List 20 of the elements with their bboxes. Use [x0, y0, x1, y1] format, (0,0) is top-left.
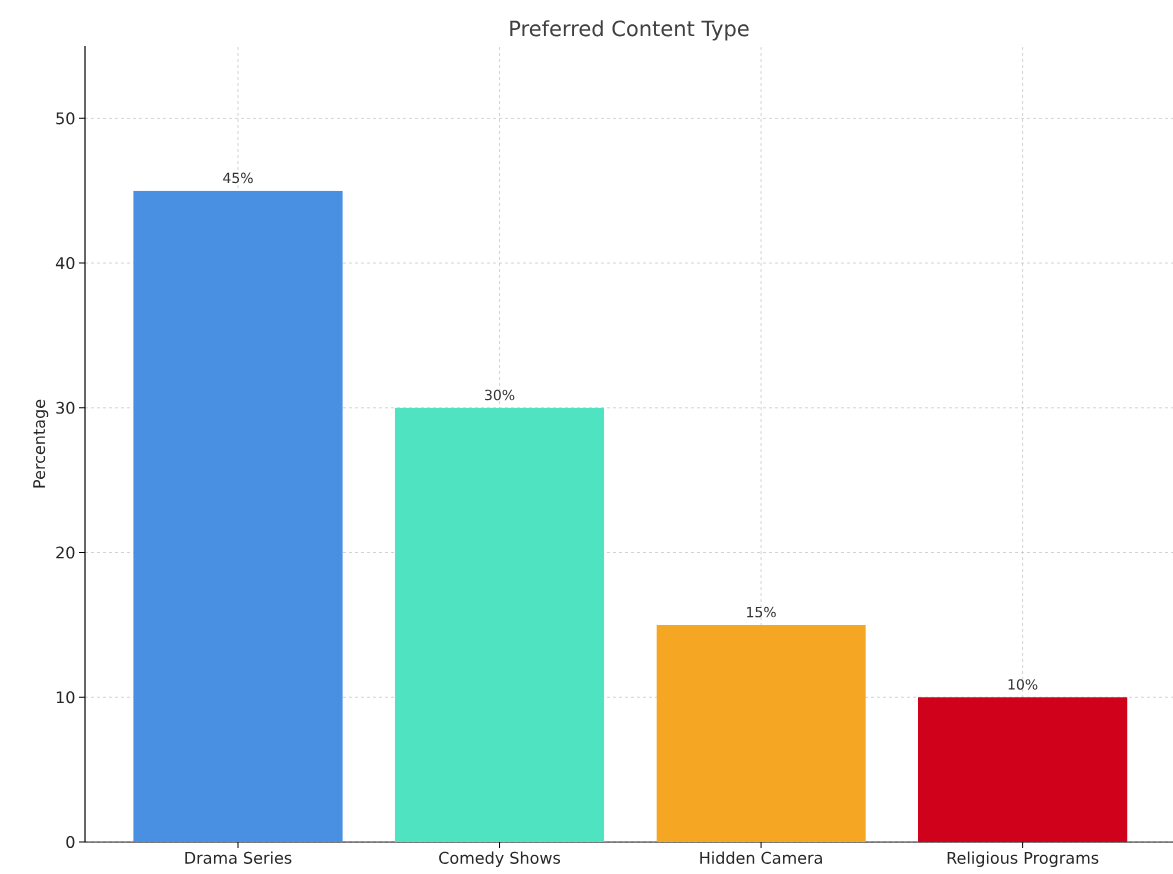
chart-title: Preferred Content Type	[510, 20, 749, 41]
y-tick-label: 50	[56, 112, 75, 125]
data-label: 45%	[223, 172, 253, 184]
bar	[394, 407, 605, 842]
y-tick-label: 40	[55, 257, 75, 270]
y-tick-label: 0	[66, 835, 75, 849]
x-tick-label: Religious Programs	[947, 851, 1099, 867]
y-tick-label: 30	[56, 401, 75, 414]
x-tick-label: Hidden Camera	[700, 851, 822, 864]
bar	[133, 190, 343, 842]
data-label: 30%	[485, 389, 515, 401]
y-tick-label: 10	[56, 691, 75, 704]
x-tick-label: Drama Series	[185, 851, 292, 864]
y-axis-title: Percentage	[33, 399, 49, 488]
data-label: 15%	[747, 606, 776, 618]
y-tick-label: 20	[56, 546, 75, 559]
data-label: 10%	[1008, 679, 1038, 690]
bar	[656, 624, 866, 842]
bar	[917, 697, 1128, 842]
x-tick-label: Comedy Shows	[439, 851, 561, 867]
